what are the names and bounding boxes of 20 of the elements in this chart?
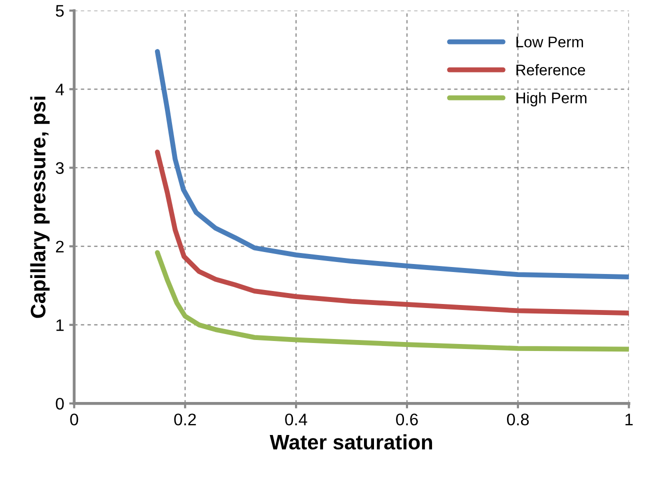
y-tick-label: 2 xyxy=(56,240,64,252)
x-tick-label: 0 xyxy=(70,414,78,426)
line-series xyxy=(154,49,629,280)
x-tick-label: 0.2 xyxy=(174,414,196,426)
y-tick-label: 0 xyxy=(56,398,64,410)
line-series xyxy=(154,150,629,316)
line-series xyxy=(154,250,629,352)
legend-label: High Perm xyxy=(516,92,586,106)
x-axis-title: Water saturation xyxy=(270,434,432,450)
y-axis-title: Capillary pressure, psi xyxy=(30,96,50,318)
x-tick-label: 0.4 xyxy=(285,414,308,426)
y-tick-label: 4 xyxy=(56,84,64,96)
legend-label: Reference xyxy=(516,64,586,76)
y-tick-label: 3 xyxy=(56,162,64,174)
y-tick-label: 5 xyxy=(56,5,64,17)
legend-label: Low Perm xyxy=(516,36,583,48)
y-tick-label: 1 xyxy=(56,319,64,331)
x-tick-label: 1 xyxy=(626,414,633,426)
x-tick-label: 0.8 xyxy=(507,414,529,426)
x-tick-label: 0.6 xyxy=(396,414,418,426)
